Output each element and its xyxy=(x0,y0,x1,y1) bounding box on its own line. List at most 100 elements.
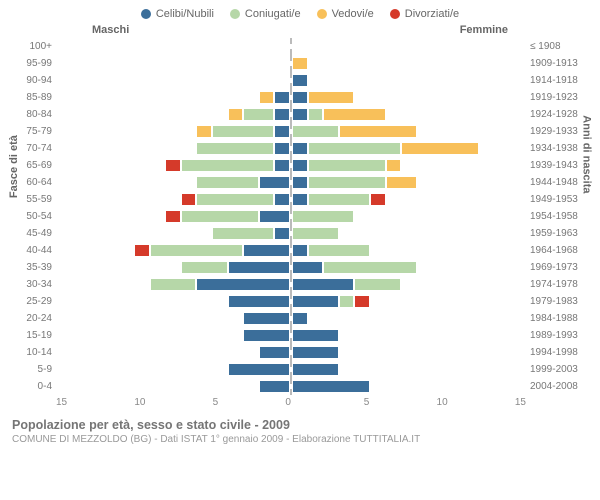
x-tick: 15 xyxy=(515,397,526,408)
female-header: Femmine xyxy=(460,24,508,36)
female-side xyxy=(290,72,526,89)
male-side xyxy=(56,327,290,344)
birth-year-label: 1954-1958 xyxy=(526,211,588,222)
age-label: 30-34 xyxy=(12,279,56,290)
bar-segment xyxy=(259,380,290,393)
birth-year-label: ≤ 1908 xyxy=(526,41,588,52)
male-side xyxy=(56,225,290,242)
bar-segment xyxy=(165,210,181,223)
x-tick: 10 xyxy=(437,397,448,408)
bar-segment xyxy=(243,108,274,121)
bar-segment xyxy=(181,159,275,172)
female-side xyxy=(290,174,526,191)
x-tick: 5 xyxy=(213,397,219,408)
legend-item: Celibi/Nubili xyxy=(141,8,214,20)
bar-segment xyxy=(308,108,324,121)
bar-segment xyxy=(292,125,339,138)
bar-group xyxy=(56,293,526,310)
bar-segment xyxy=(259,176,290,189)
legend-label: Coniugati/e xyxy=(245,8,301,20)
bar-segment xyxy=(308,176,386,189)
male-side xyxy=(56,293,290,310)
age-label: 10-14 xyxy=(12,347,56,358)
male-side xyxy=(56,55,290,72)
birth-year-label: 1924-1928 xyxy=(526,109,588,120)
legend-swatch xyxy=(317,9,327,19)
legend-item: Divorziati/e xyxy=(390,8,459,20)
age-row: 25-291979-1983 xyxy=(12,293,588,310)
bar-group xyxy=(56,242,526,259)
age-label: 40-44 xyxy=(12,245,56,256)
bar-segment xyxy=(181,193,197,206)
bar-group xyxy=(56,378,526,395)
bar-segment xyxy=(212,125,274,138)
female-side xyxy=(290,106,526,123)
age-label: 70-74 xyxy=(12,143,56,154)
bar-segment xyxy=(292,108,308,121)
age-row: 5-91999-2003 xyxy=(12,361,588,378)
male-side xyxy=(56,123,290,140)
age-label: 25-29 xyxy=(12,296,56,307)
bar-group xyxy=(56,208,526,225)
bar-group xyxy=(56,191,526,208)
female-side xyxy=(290,344,526,361)
x-tick: 10 xyxy=(134,397,145,408)
bar-group xyxy=(56,55,526,72)
female-side xyxy=(290,225,526,242)
bar-group xyxy=(56,157,526,174)
bar-group xyxy=(56,276,526,293)
age-label: 75-79 xyxy=(12,126,56,137)
age-label: 20-24 xyxy=(12,313,56,324)
birth-year-label: 1994-1998 xyxy=(526,347,588,358)
bar-group xyxy=(56,72,526,89)
bar-segment xyxy=(292,261,323,274)
age-label: 80-84 xyxy=(12,109,56,120)
age-label: 95-99 xyxy=(12,58,56,69)
bar-segment xyxy=(259,91,275,104)
age-label: 85-89 xyxy=(12,92,56,103)
bar-segment xyxy=(196,193,274,206)
legend-swatch xyxy=(390,9,400,19)
age-label: 35-39 xyxy=(12,262,56,273)
bar-segment xyxy=(196,125,212,138)
birth-year-label: 1964-1968 xyxy=(526,245,588,256)
bar-segment xyxy=(196,176,258,189)
bar-segment xyxy=(259,346,290,359)
age-label: 15-19 xyxy=(12,330,56,341)
age-row: 85-891919-1923 xyxy=(12,89,588,106)
bar-segment xyxy=(292,142,308,155)
female-side xyxy=(290,378,526,395)
bar-segment xyxy=(292,193,308,206)
bar-group xyxy=(56,259,526,276)
male-side xyxy=(56,242,290,259)
bar-segment xyxy=(386,159,402,172)
female-side xyxy=(290,55,526,72)
bar-segment xyxy=(181,210,259,223)
female-side xyxy=(290,361,526,378)
male-side xyxy=(56,72,290,89)
female-side xyxy=(290,191,526,208)
age-row: 35-391969-1973 xyxy=(12,259,588,276)
bar-segment xyxy=(196,142,274,155)
legend-swatch xyxy=(230,9,240,19)
bar-segment xyxy=(292,210,354,223)
age-row: 20-241984-1988 xyxy=(12,310,588,327)
bar-segment xyxy=(274,125,290,138)
bar-segment xyxy=(401,142,479,155)
bar-segment xyxy=(292,295,339,308)
bar-segment xyxy=(150,244,244,257)
age-row: 95-991909-1913 xyxy=(12,55,588,72)
age-label: 90-94 xyxy=(12,75,56,86)
bar-group xyxy=(56,123,526,140)
male-side xyxy=(56,361,290,378)
birth-year-label: 1974-1978 xyxy=(526,279,588,290)
age-row: 60-641944-1948 xyxy=(12,174,588,191)
bar-group xyxy=(56,89,526,106)
male-side xyxy=(56,378,290,395)
birth-year-label: 1949-1953 xyxy=(526,194,588,205)
chart-subtitle: COMUNE DI MEZZOLDO (BG) - Dati ISTAT 1° … xyxy=(12,434,588,445)
legend-label: Celibi/Nubili xyxy=(156,8,214,20)
female-side xyxy=(290,89,526,106)
bar-segment xyxy=(370,193,386,206)
x-tick: 5 xyxy=(364,397,370,408)
